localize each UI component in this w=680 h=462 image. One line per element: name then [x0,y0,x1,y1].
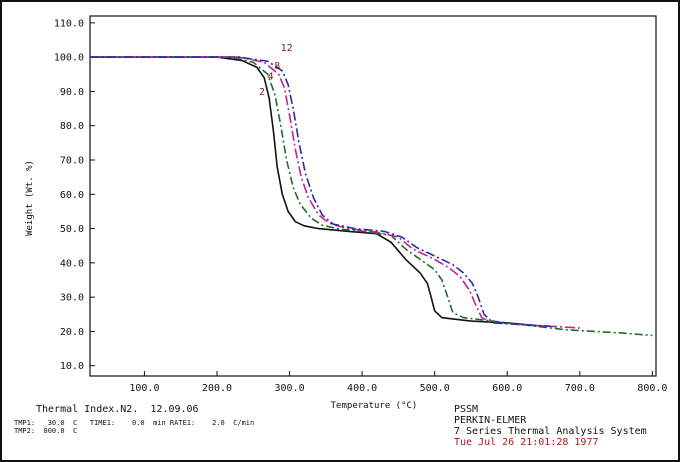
x-tick-label: 100.0 [129,383,159,394]
series-line-8 [90,56,580,329]
x-axis-label: Temperature (°C) [331,401,418,411]
manufacturer-name: PERKIN-ELMER [454,415,527,426]
series-line-12 [90,56,551,328]
x-tick-label: 800.0 [637,383,667,394]
y-tick-label: 60.0 [60,190,84,201]
x-tick-label: 300.0 [274,383,304,394]
series-label-4: 4 [268,71,274,82]
y-axis-ticks: 10.0 20.0 30.0 40.0 50.0 60.0 70.0 80.0 90.0 100.… [54,18,95,372]
y-tick-label: 30.0 [60,293,84,304]
y-tick-label: 110.0 [54,18,84,29]
y-tick-label: 40.0 [60,258,84,269]
y-tick-label: 20.0 [60,327,84,338]
run-timestamp: Tue Jul 26 21:01:28 1977 [454,437,599,448]
x-tick-label: 700.0 [565,383,595,394]
y-tick-label: 80.0 [60,121,84,132]
x-tick-label: 200.0 [202,383,232,394]
series-label-2: 2 [259,87,265,98]
y-tick-label: 10.0 [60,361,84,372]
y-tick-label: 70.0 [60,156,84,167]
x-tick-label: 600.0 [492,383,522,394]
x-axis-ticks: 100.0 200.0 300.0 400.0 500.0 600.0 700.0 800.0 [129,371,667,394]
series-label-12: 12 [281,43,293,54]
x-tick-label: 400.0 [347,383,377,394]
y-axis-label: Weight (Wt. %) [25,160,35,236]
plot-area [89,15,657,377]
tga-chart: 10.0 20.0 30.0 40.0 50.0 60.0 70.0 80.0 90.0 100.… [25,15,667,411]
y-tick-label: 90.0 [60,87,84,98]
method-params-2: TMP2: 800.0 C [14,427,78,435]
method-title: Thermal Index.N2. 12.09.06 [36,404,199,415]
y-tick-label: 100.0 [54,53,84,64]
x-tick-label: 500.0 [420,383,450,394]
system-name: 7 Series Thermal Analysis System [454,426,647,437]
y-tick-label: 50.0 [60,224,84,235]
company-name: PSSM [454,404,479,415]
series-lines [90,56,653,337]
series-line-4 [90,56,653,337]
series-label-8: 8 [274,61,280,72]
series-line-2 [90,56,544,328]
method-params-1: TMP1: 30.0 C TIME1: 0.0 min RATE1: 2.0 C… [14,419,255,427]
